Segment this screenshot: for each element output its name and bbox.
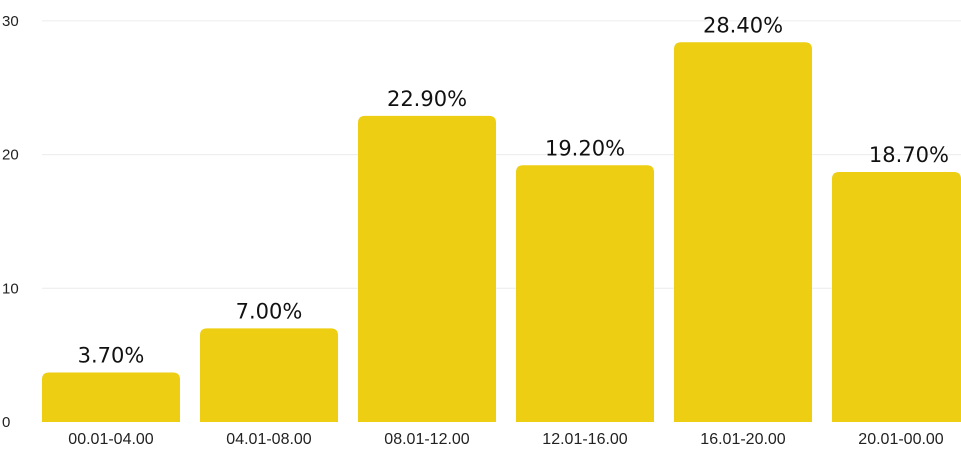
x-axis: 00.01-04.00 04.01-08.00 08.01-12.00 12.01-1… <box>68 431 944 448</box>
x-tick-label: 08.01-12.00 <box>384 431 470 448</box>
data-labels: 3.70% 7.00% 22.90% 19.20% 28.40% 18.70% <box>78 13 949 367</box>
bar <box>42 372 180 422</box>
data-label: 3.70% <box>78 344 145 368</box>
x-tick-label: 20.01-00.00 <box>858 431 944 448</box>
x-tick-label: 04.01-08.00 <box>226 431 312 448</box>
data-label: 7.00% <box>236 299 303 323</box>
data-label: 28.40% <box>703 13 783 37</box>
x-tick-label: 12.01-16.00 <box>542 431 628 448</box>
data-label: 18.70% <box>869 143 949 167</box>
bar <box>674 42 812 423</box>
data-label: 22.90% <box>387 87 467 111</box>
x-tick-label: 16.01-20.00 <box>700 431 786 448</box>
bar <box>516 165 654 422</box>
y-tick-label: 20 <box>2 147 19 164</box>
grid-lines <box>42 20 961 289</box>
bar <box>832 171 961 422</box>
y-tick-label: 30 <box>2 13 19 30</box>
bars <box>42 42 961 423</box>
y-tick-label: 10 <box>2 280 19 297</box>
y-axis: 0 10 20 30 <box>2 13 19 431</box>
x-tick-label: 00.01-04.00 <box>68 431 154 448</box>
bar <box>200 328 338 422</box>
data-label: 19.20% <box>545 136 625 160</box>
bar <box>358 115 496 423</box>
y-tick-label: 0 <box>2 414 10 431</box>
